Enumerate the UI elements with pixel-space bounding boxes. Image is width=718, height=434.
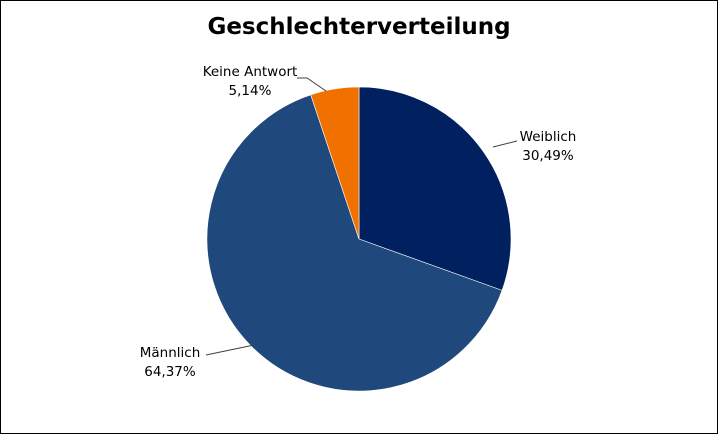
slice-label-value: 30,49%: [522, 148, 574, 164]
slice-label-name: Männlich: [140, 345, 201, 361]
slice-label-value: 5,14%: [229, 83, 272, 99]
slice-label-value: 64,37%: [144, 364, 196, 380]
slice-label-name: Weiblich: [520, 129, 577, 145]
slice-label-name: Keine Antwort: [203, 64, 298, 80]
leader-line: [492, 140, 518, 148]
chart-title: Geschlechterverteilung: [207, 14, 511, 40]
leader-line: [205, 344, 255, 356]
leader-line: [297, 77, 327, 92]
pie-slice-weiblich: [358, 86, 512, 291]
pie-slice-keine-antwort: [310, 86, 360, 240]
